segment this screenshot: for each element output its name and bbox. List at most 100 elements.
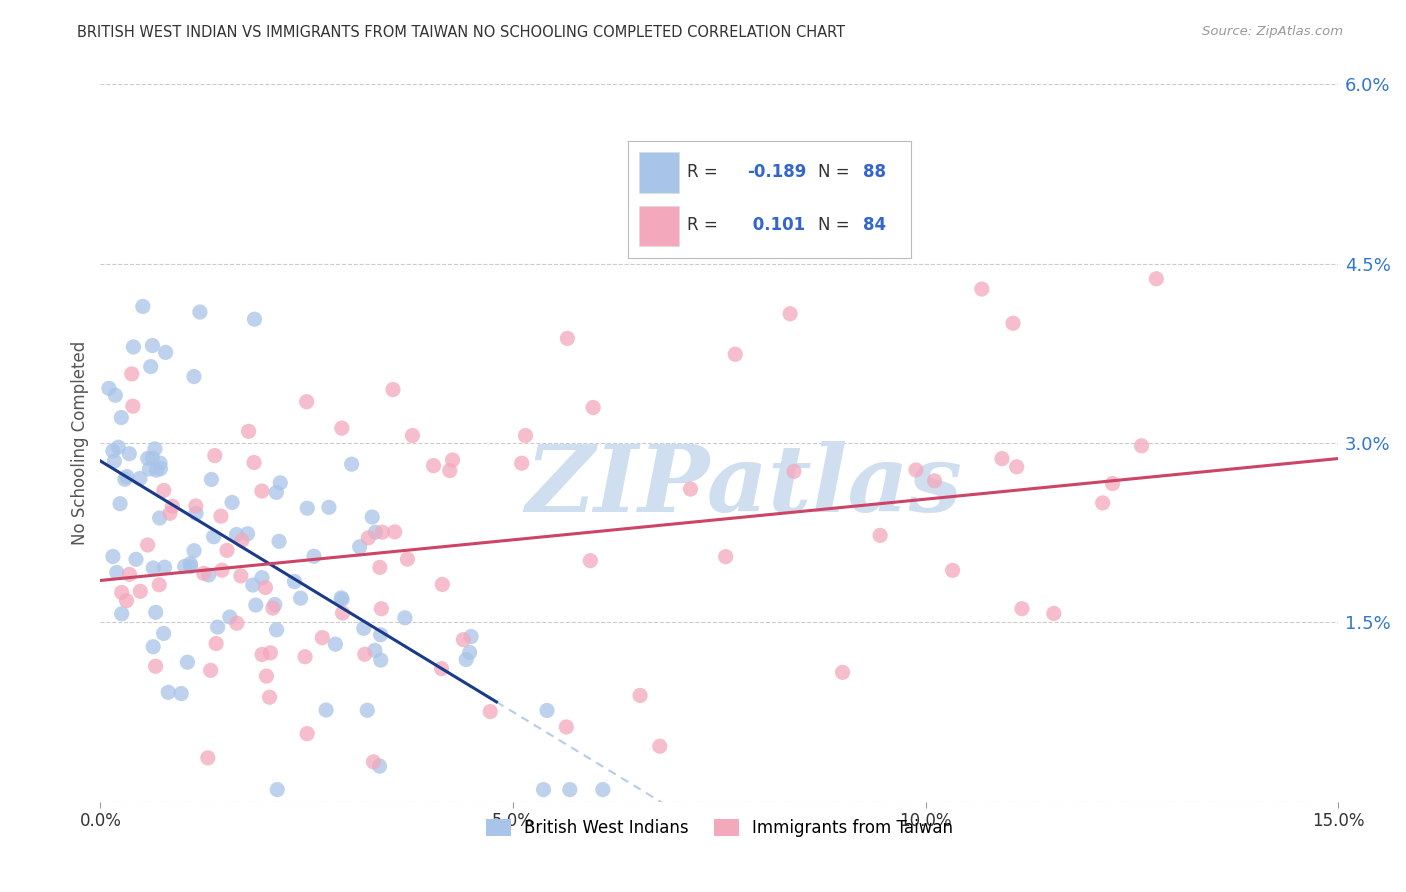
Point [557, 331, 579, 345]
Point [330, 591, 353, 605]
Point [179, 557, 201, 571]
Point [1101, 476, 1123, 491]
Point [555, 720, 578, 734]
Point [330, 592, 353, 607]
Point [295, 726, 318, 740]
Point [205, 636, 228, 650]
Point [242, 578, 264, 592]
Point [515, 428, 537, 442]
Point [136, 451, 159, 466]
Point [141, 338, 163, 352]
Point [259, 690, 281, 705]
Point [679, 482, 702, 496]
Point [924, 474, 946, 488]
Point [121, 399, 143, 413]
Point [118, 567, 141, 582]
Point [183, 369, 205, 384]
Point [510, 456, 533, 470]
Point [1002, 316, 1025, 330]
Point [107, 440, 129, 454]
Point [218, 610, 240, 624]
Point [456, 652, 478, 666]
Point [267, 534, 290, 549]
Point [904, 463, 927, 477]
Point [256, 669, 278, 683]
Point [356, 703, 378, 717]
Point [370, 601, 392, 615]
Point [370, 653, 392, 667]
Point [114, 472, 136, 486]
Point [143, 442, 166, 456]
Point [250, 571, 273, 585]
Point [183, 543, 205, 558]
Text: 88: 88 [863, 163, 886, 181]
Point [115, 593, 138, 607]
Point [315, 703, 337, 717]
Point [204, 449, 226, 463]
Point [368, 759, 391, 773]
Point [139, 359, 162, 374]
Point [269, 475, 291, 490]
Point [332, 606, 354, 620]
Point [349, 540, 371, 554]
Point [430, 662, 453, 676]
Text: ZIPatlas: ZIPatlas [526, 441, 963, 531]
Point [145, 463, 167, 477]
Point [149, 456, 172, 470]
Point [357, 531, 380, 545]
Point [364, 643, 387, 657]
Point [1011, 601, 1033, 615]
Text: R =: R = [688, 216, 718, 234]
Point [294, 649, 316, 664]
Point [142, 640, 165, 654]
Point [153, 560, 176, 574]
Point [157, 685, 180, 699]
Point [105, 566, 128, 580]
Point [363, 755, 385, 769]
Point [209, 509, 232, 524]
Point [103, 454, 125, 468]
Text: -0.189: -0.189 [747, 163, 806, 181]
Point [207, 620, 229, 634]
Point [831, 665, 853, 680]
Point [302, 549, 325, 564]
Point [159, 506, 181, 520]
Point [184, 499, 207, 513]
Text: N =: N = [818, 163, 849, 181]
Point [283, 574, 305, 589]
Point [714, 549, 737, 564]
Point [353, 647, 375, 661]
Point [111, 607, 134, 621]
Point [250, 648, 273, 662]
Point [970, 282, 993, 296]
Point [592, 782, 614, 797]
Legend: British West Indians, Immigrants from Taiwan: British West Indians, Immigrants from Ta… [479, 812, 959, 844]
Point [942, 563, 965, 577]
Point [254, 581, 277, 595]
Point [108, 497, 131, 511]
Point [318, 500, 340, 515]
Point [869, 528, 891, 542]
Point [200, 472, 222, 486]
Point [110, 410, 132, 425]
Point [422, 458, 444, 473]
Point [368, 560, 391, 574]
Point [361, 510, 384, 524]
Point [152, 626, 174, 640]
Point [266, 485, 288, 500]
Point [1091, 496, 1114, 510]
Point [180, 559, 202, 574]
Point [401, 428, 423, 442]
Point [243, 312, 266, 326]
Point [371, 525, 394, 540]
Text: Source: ZipAtlas.com: Source: ZipAtlas.com [1202, 25, 1343, 38]
Point [145, 605, 167, 619]
Point [155, 345, 177, 359]
Point [441, 453, 464, 467]
Point [193, 566, 215, 581]
Point [1144, 272, 1167, 286]
Point [479, 705, 502, 719]
Point [238, 425, 260, 439]
Point [145, 659, 167, 673]
Text: 84: 84 [863, 216, 886, 234]
